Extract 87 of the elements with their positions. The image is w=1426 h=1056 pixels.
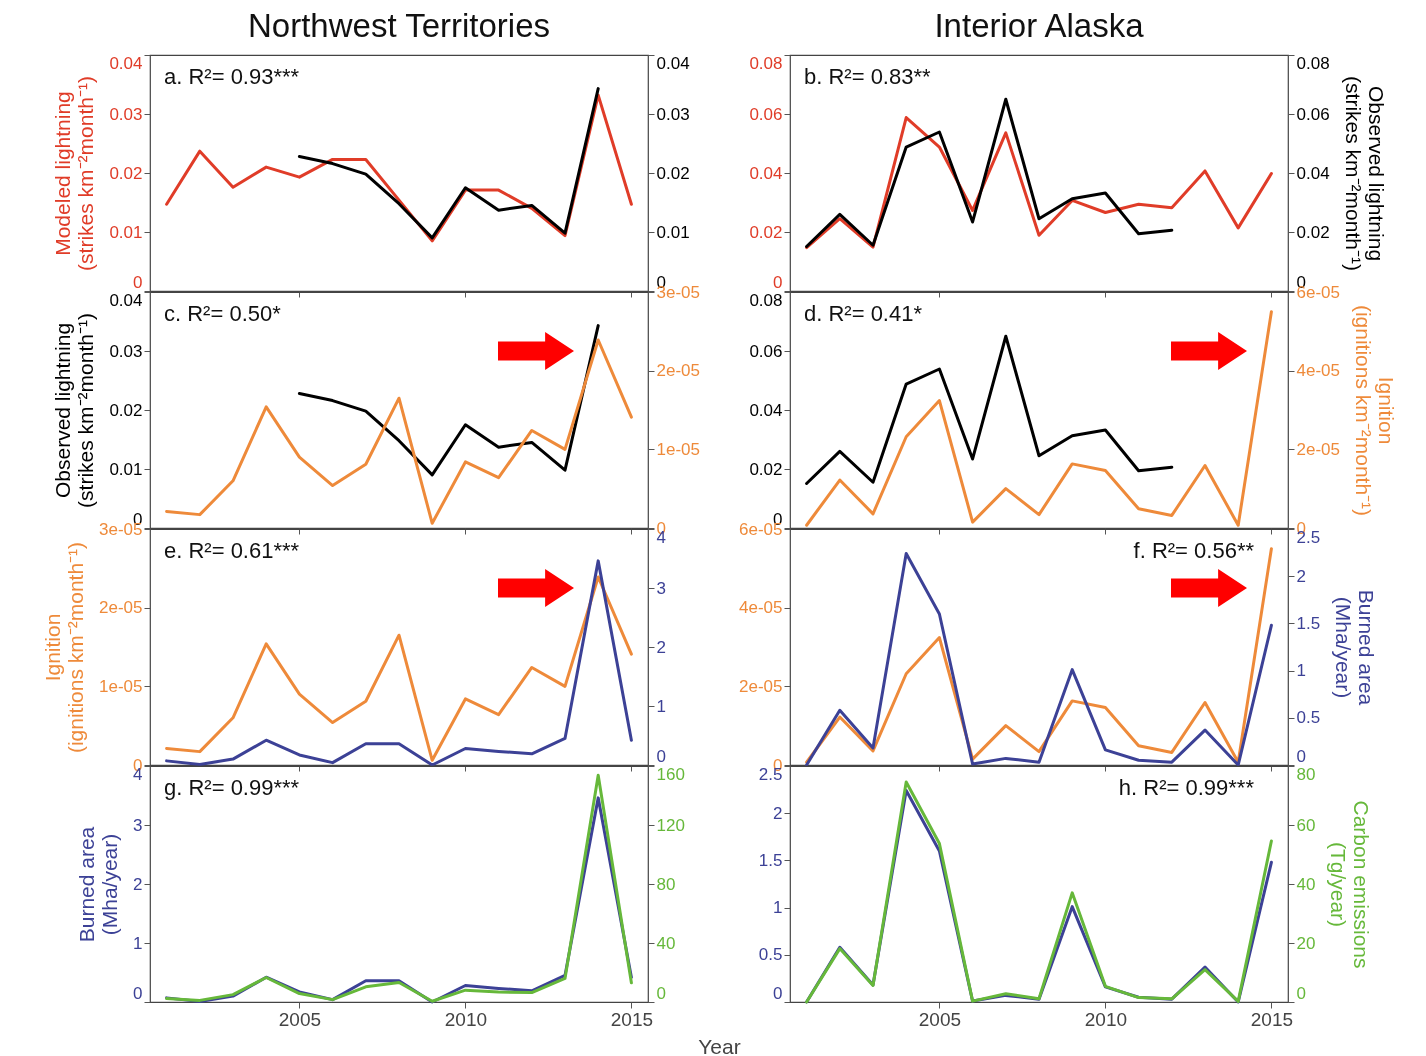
- y-tick-label: 1.5: [758, 850, 783, 870]
- y-tick-label: 0.08: [749, 290, 783, 310]
- y2-tick-label: 60: [1296, 815, 1316, 835]
- y-tick-label: 0.02: [749, 459, 783, 479]
- y-tick-label: 0.01: [109, 222, 143, 242]
- y2-tick-label: 3: [656, 578, 666, 598]
- y-tick-label: 1e-05: [99, 676, 143, 696]
- y2-tick-label: 0.04: [656, 53, 690, 73]
- x-tick-label: 2015: [1250, 1008, 1294, 1030]
- y2-tick-label: 0: [1296, 983, 1306, 1003]
- y-axis-title: Burned area (Mha/year): [75, 826, 122, 943]
- y2-tick-label: 1e-05: [656, 439, 700, 459]
- y2-axis-title: Ignition (ignitions km⁻²month⁻¹): [1351, 304, 1398, 517]
- y-axis-title: Observed lightning (strikes km⁻²month⁻¹): [51, 313, 98, 508]
- y2-tick-label: 40: [1296, 874, 1316, 894]
- y-tick-label: 0.02: [109, 163, 143, 183]
- x-tick-label: 2010: [1084, 1008, 1128, 1030]
- y-tick-label: 0: [133, 272, 143, 292]
- y2-tick-label: 0.08: [1296, 53, 1330, 73]
- y-tick-label: 0.03: [109, 341, 143, 361]
- y-tick-label: 0.04: [109, 290, 143, 310]
- chart-title: Northwest Territories: [248, 7, 550, 44]
- y2-tick-label: 40: [656, 933, 676, 953]
- y-tick-label: 0.08: [749, 53, 783, 73]
- y2-tick-label: 0.03: [656, 104, 690, 124]
- y-tick-label: 0.04: [749, 163, 783, 183]
- y2-axis-title: Carbon emissions (Tg/year): [1327, 800, 1374, 969]
- y-tick-label: 1: [773, 898, 783, 918]
- y2-tick-label: 1: [1296, 661, 1306, 681]
- y-tick-label: 1: [133, 933, 143, 953]
- chart-title: Interior Alaska: [934, 7, 1145, 44]
- y-tick-label: 0.04: [109, 53, 143, 73]
- annotation: f. R²= 0.56**: [1133, 538, 1255, 563]
- y-tick-label: 0.03: [109, 104, 143, 124]
- y2-tick-label: 0: [1296, 746, 1306, 766]
- annotation: h. R²= 0.99***: [1118, 775, 1255, 800]
- y-tick-label: 2e-05: [739, 676, 783, 696]
- y-tick-label: 0.04: [749, 400, 783, 420]
- annotation: b. R²= 0.83**: [804, 64, 932, 89]
- y2-tick-label: 0.5: [1296, 708, 1321, 728]
- y2-tick-label: 0.06: [1296, 104, 1330, 124]
- y2-tick-label: 0.02: [656, 163, 690, 183]
- x-tick-label: 2005: [278, 1008, 322, 1030]
- y2-tick-label: 0: [656, 983, 666, 1003]
- y2-tick-label: 4e-05: [1296, 361, 1340, 381]
- y2-tick-label: 2: [1296, 566, 1306, 586]
- y2-tick-label: 1.5: [1296, 613, 1321, 633]
- y-axis-title: Ignition (ignitions km⁻²month⁻¹): [41, 541, 88, 754]
- y2-tick-label: 20: [1296, 933, 1316, 953]
- y2-tick-label: 2e-05: [1296, 439, 1340, 459]
- y2-tick-label: 0.04: [1296, 163, 1330, 183]
- y2-tick-label: 80: [656, 874, 676, 894]
- x-tick-label: 2005: [918, 1008, 962, 1030]
- y2-axis-title: Burned area (Mha/year): [1332, 589, 1379, 706]
- y2-tick-label: 0: [656, 746, 666, 766]
- y-axis-title: Modeled lightning (strikes km⁻²month⁻¹): [51, 76, 98, 271]
- annotation: g. R²= 0.99***: [164, 775, 300, 800]
- x-tick-label: 2015: [610, 1008, 654, 1030]
- y2-tick-label: 2: [656, 637, 666, 657]
- y-tick-label: 0: [773, 272, 783, 292]
- y-tick-label: 0.06: [749, 104, 783, 124]
- y-tick-label: 3: [133, 815, 143, 835]
- y2-axis-title: Observed lightning (strikes km⁻²month⁻¹): [1341, 76, 1388, 271]
- y-tick-label: 4e-05: [739, 598, 783, 618]
- y2-tick-label: 0.02: [1296, 222, 1330, 242]
- y2-tick-label: 0.01: [656, 222, 690, 242]
- annotation: d. R²= 0.41*: [804, 301, 923, 326]
- y-tick-label: 2: [133, 874, 143, 894]
- y-tick-label: 0.02: [749, 222, 783, 242]
- y-tick-label: 2: [773, 803, 783, 823]
- y2-tick-label: 160: [656, 764, 685, 784]
- y2-tick-label: 80: [1296, 764, 1316, 784]
- annotation: a. R²= 0.93***: [164, 64, 300, 89]
- x-axis-title: Year: [698, 1034, 741, 1056]
- y-tick-label: 0.06: [749, 341, 783, 361]
- y2-tick-label: 120: [656, 815, 685, 835]
- y2-tick-label: 1: [656, 696, 666, 716]
- x-tick-label: 2010: [444, 1008, 488, 1030]
- y2-tick-label: 2e-05: [656, 361, 700, 381]
- y-tick-label: 2e-05: [99, 598, 143, 618]
- y-tick-label: 0: [773, 983, 783, 1003]
- annotation: c. R²= 0.50*: [164, 301, 282, 326]
- annotation: e. R²= 0.61***: [164, 538, 300, 563]
- y-tick-label: 0: [133, 983, 143, 1003]
- y-tick-label: 0.02: [109, 400, 143, 420]
- y-tick-label: 0.01: [109, 459, 143, 479]
- y-tick-label: 0.5: [758, 945, 783, 965]
